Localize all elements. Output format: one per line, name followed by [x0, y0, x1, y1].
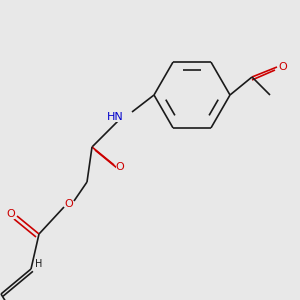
Text: O: O — [7, 209, 15, 219]
Text: H: H — [35, 259, 43, 269]
Text: HN: HN — [107, 112, 124, 122]
Text: O: O — [116, 162, 124, 172]
Text: O: O — [64, 199, 74, 209]
Text: O: O — [279, 62, 287, 72]
